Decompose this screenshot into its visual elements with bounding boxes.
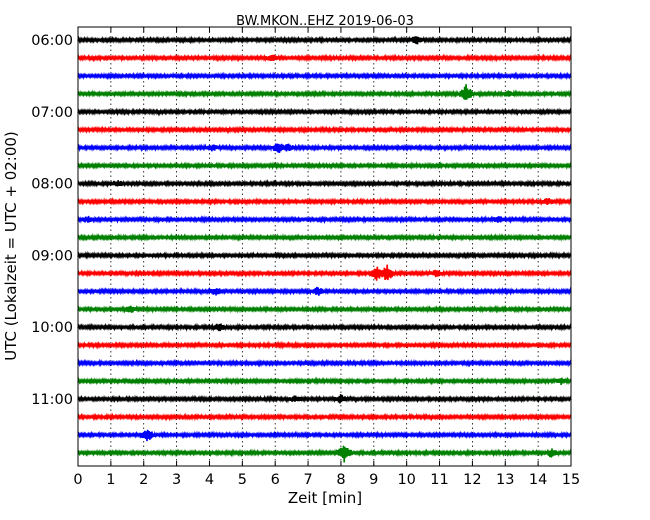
trace-21 <box>77 412 572 422</box>
trace-13 <box>77 264 572 281</box>
traces <box>77 35 572 463</box>
trace-6 <box>77 143 572 153</box>
x-tick-label: 13 <box>496 472 514 488</box>
x-tick-label: 15 <box>562 472 580 488</box>
x-tick-label: 3 <box>172 472 181 488</box>
chart-title: BW.MKON..EHZ 2019-06-03 <box>236 14 414 29</box>
grid-lines <box>110 27 539 466</box>
y-tick-label: 08:00 <box>31 177 73 193</box>
trace-2 <box>77 71 572 81</box>
y-tick-label: 07:00 <box>31 105 73 121</box>
y-axis: 06:00 07:00 08:00 09:00 10:00 11:00 <box>31 33 571 408</box>
x-tick-label: 8 <box>336 472 345 488</box>
trace-7 <box>77 161 572 171</box>
x-tick-label: 12 <box>463 472 481 488</box>
y-tick-label: 11:00 <box>31 392 73 408</box>
trace-10 <box>77 214 572 225</box>
x-axis: 0 1 2 3 4 5 6 7 8 9 10 11 12 13 14 15 <box>73 27 580 488</box>
x-tick-label: 7 <box>303 472 312 488</box>
trace-23 <box>77 445 572 463</box>
trace-15 <box>77 304 572 314</box>
x-axis-label: Zeit [min] <box>288 489 362 507</box>
y-tick-label: 10:00 <box>31 320 73 336</box>
trace-3 <box>77 84 572 101</box>
trace-9 <box>77 196 572 207</box>
x-tick-label: 2 <box>139 472 148 488</box>
trace-4 <box>77 107 572 117</box>
plot-frame <box>77 26 572 467</box>
x-tick-label: 6 <box>271 472 280 488</box>
trace-12 <box>77 250 572 261</box>
trace-11 <box>77 232 572 242</box>
trace-0 <box>77 35 572 45</box>
x-tick-label: 5 <box>238 472 247 488</box>
y-axis-label: UTC (Lokalzeit = UTC + 02:00) <box>2 131 20 361</box>
y-tick-label: 09:00 <box>31 248 73 264</box>
x-tick-label: 14 <box>529 472 547 488</box>
trace-16 <box>77 322 572 332</box>
x-tick-label: 10 <box>397 472 415 488</box>
x-tick-label: 9 <box>369 472 378 488</box>
trace-1 <box>77 53 572 63</box>
x-tick-label: 0 <box>73 472 82 488</box>
x-tick-label: 11 <box>430 472 448 488</box>
trace-18 <box>77 358 572 368</box>
trace-20 <box>77 394 572 404</box>
trace-19 <box>77 376 572 386</box>
trace-5 <box>77 125 572 135</box>
trace-17 <box>77 340 572 350</box>
y-tick-label: 06:00 <box>31 33 73 49</box>
trace-14 <box>77 286 572 296</box>
x-tick-label: 1 <box>106 472 115 488</box>
trace-22 <box>77 429 572 442</box>
trace-8 <box>77 178 572 189</box>
x-tick-label: 4 <box>205 472 214 488</box>
